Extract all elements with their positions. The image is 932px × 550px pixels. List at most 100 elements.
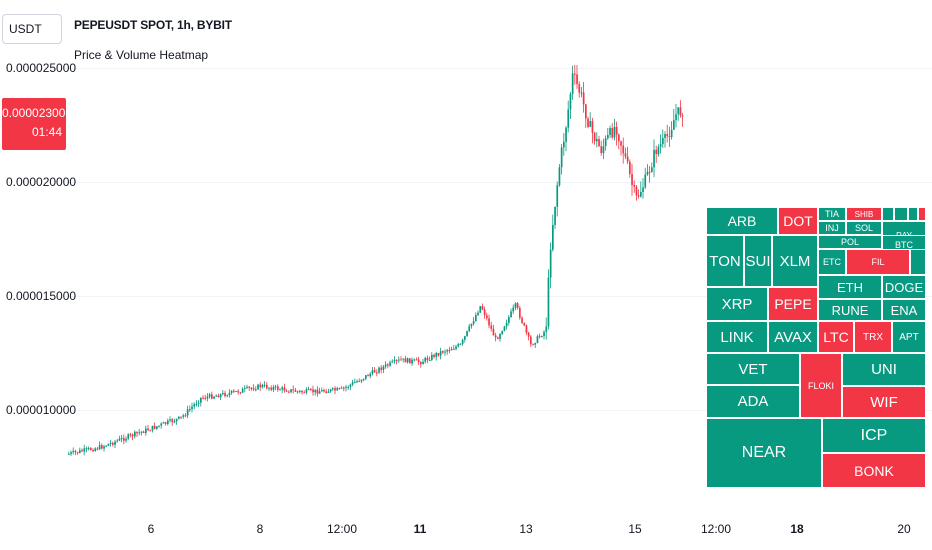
- candle-body: [521, 317, 523, 323]
- candle-body: [622, 145, 625, 154]
- candle-body: [569, 93, 572, 110]
- candle-body: [618, 134, 620, 142]
- candle-body: [591, 121, 594, 133]
- candle-body: [222, 392, 224, 395]
- candle-body: [343, 387, 345, 389]
- candle-body: [145, 428, 147, 434]
- heatmap-tile-eth: ETH: [818, 275, 882, 299]
- candle-body: [382, 366, 385, 370]
- candle-body: [310, 389, 312, 391]
- candle-body: [514, 303, 517, 308]
- candle-body: [365, 375, 367, 379]
- candle-body: [233, 390, 235, 392]
- candle-body: [532, 344, 534, 346]
- candle-body: [420, 362, 422, 365]
- candle-body: [340, 387, 343, 389]
- candle-body: [585, 104, 587, 119]
- candle-body: [624, 153, 627, 157]
- candle-body: [136, 431, 138, 434]
- candle-body: [635, 186, 638, 196]
- candle-body: [629, 161, 631, 174]
- candle-body: [349, 384, 352, 387]
- indicator-name[interactable]: Price & Volume Heatmap: [74, 48, 209, 62]
- candle-body: [389, 362, 391, 366]
- candle-body: [558, 167, 561, 186]
- candle-body: [123, 438, 125, 441]
- candle-body: [169, 419, 171, 421]
- candle-body: [288, 391, 290, 393]
- heatmap-tile-floki: FLOKI: [800, 353, 842, 418]
- candle-body: [497, 337, 499, 339]
- candle-body: [620, 141, 622, 146]
- candle-body: [72, 450, 75, 453]
- candle-body: [563, 141, 565, 148]
- candle-body: [334, 388, 336, 391]
- candle-body: [600, 146, 603, 154]
- heatmap-tile-vet: VET: [706, 353, 800, 385]
- candle-body: [384, 364, 387, 367]
- candle-body: [307, 389, 310, 391]
- candle-body: [290, 389, 292, 393]
- candle-body: [494, 335, 497, 338]
- time-axis-label: 6: [147, 522, 155, 536]
- candle-body: [580, 92, 583, 94]
- candle-body: [510, 311, 512, 318]
- candle-body: [380, 367, 383, 370]
- candle-body: [263, 384, 266, 386]
- candle-body: [246, 386, 248, 388]
- candle-body: [285, 390, 288, 392]
- candle-body: [292, 389, 295, 391]
- chart-title[interactable]: PEPEUSDT SPOT, 1h, BYBIT: [74, 18, 232, 32]
- candle-body: [492, 328, 495, 336]
- candle-body: [266, 384, 268, 389]
- candle-body: [409, 358, 411, 364]
- candle-body: [426, 357, 429, 360]
- candle-body: [204, 397, 207, 399]
- candle-body: [453, 348, 455, 350]
- candle-body: [525, 325, 528, 333]
- candle-body: [659, 144, 662, 147]
- candle-body: [268, 387, 270, 389]
- heatmap-tile-trx: TRX: [854, 321, 892, 353]
- candle-body: [160, 423, 163, 426]
- time-axis-label: 20: [897, 522, 911, 536]
- candle-body: [567, 109, 570, 128]
- currency-button[interactable]: USDT: [2, 14, 62, 44]
- candle-body: [360, 379, 363, 382]
- candle-body: [428, 359, 431, 361]
- heatmap-tile-ltc: LTC: [818, 321, 854, 353]
- candle-body: [538, 336, 541, 338]
- candle-body: [393, 360, 396, 362]
- heatmap-tile-inj: INJ: [818, 221, 846, 235]
- heatmap-tile-small: [894, 207, 908, 221]
- heatmap-tile-arb: ARB: [706, 207, 778, 235]
- candle-body: [134, 431, 136, 437]
- candle-body: [431, 354, 433, 360]
- candle-body: [406, 358, 409, 363]
- candle-body: [596, 139, 598, 142]
- price-axis[interactable]: USDT 0.000025000 0.000023003 01:44 0.000…: [0, 0, 76, 550]
- candle-body: [312, 389, 314, 393]
- candle-body: [662, 137, 664, 145]
- heatmap-tile-sol: SOL: [846, 221, 882, 235]
- candle-body: [468, 326, 471, 331]
- candle-body: [527, 332, 530, 337]
- candle-body: [673, 120, 675, 130]
- candle-body: [666, 134, 669, 137]
- candle-body: [626, 156, 629, 162]
- candle-body: [316, 389, 319, 394]
- heatmap-tile-doge: DOGE: [882, 275, 926, 299]
- candle-body: [70, 452, 72, 454]
- candle-body: [415, 359, 418, 361]
- candle-body: [103, 446, 105, 449]
- candle-body: [631, 173, 633, 185]
- candle-body: [481, 306, 484, 310]
- candle-body: [655, 149, 658, 155]
- candle-body: [274, 386, 277, 388]
- candle-body: [195, 403, 198, 405]
- candle-body: [301, 390, 303, 393]
- candle-body: [466, 330, 468, 337]
- candle-body: [338, 388, 341, 390]
- candle-body: [413, 359, 416, 361]
